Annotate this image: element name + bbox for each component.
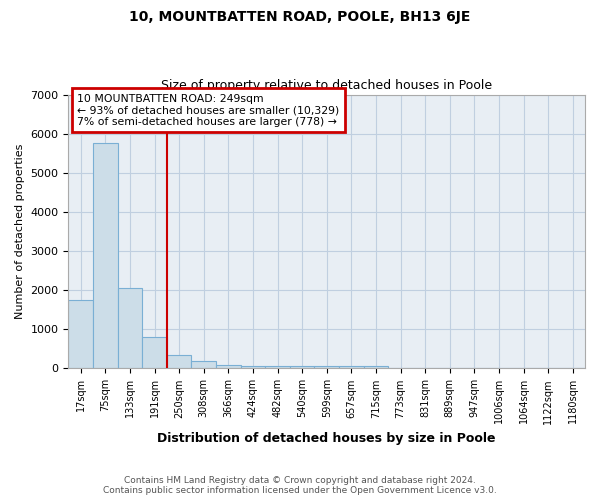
Bar [93,144,118,368]
Bar [191,360,216,368]
Bar [290,366,314,368]
Text: 10 MOUNTBATTEN ROAD: 249sqm
← 93% of detached houses are smaller (10,329)
7% of : 10 MOUNTBATTEN ROAD: 249sqm ← 93% of det… [77,94,339,127]
Bar [167,355,191,368]
Title: Size of property relative to detached houses in Poole: Size of property relative to detached ho… [161,79,492,92]
Bar [241,366,265,368]
Bar [216,364,241,368]
Bar [314,366,339,368]
Text: 10, MOUNTBATTEN ROAD, POOLE, BH13 6JE: 10, MOUNTBATTEN ROAD, POOLE, BH13 6JE [130,10,470,24]
Bar [265,366,290,368]
X-axis label: Distribution of detached houses by size in Poole: Distribution of detached houses by size … [157,432,496,445]
Bar [364,366,388,368]
Text: Contains HM Land Registry data © Crown copyright and database right 2024.
Contai: Contains HM Land Registry data © Crown c… [103,476,497,495]
Bar [142,337,167,368]
Y-axis label: Number of detached properties: Number of detached properties [15,144,25,319]
Bar [339,366,364,368]
Bar [68,300,93,368]
Bar [118,288,142,368]
